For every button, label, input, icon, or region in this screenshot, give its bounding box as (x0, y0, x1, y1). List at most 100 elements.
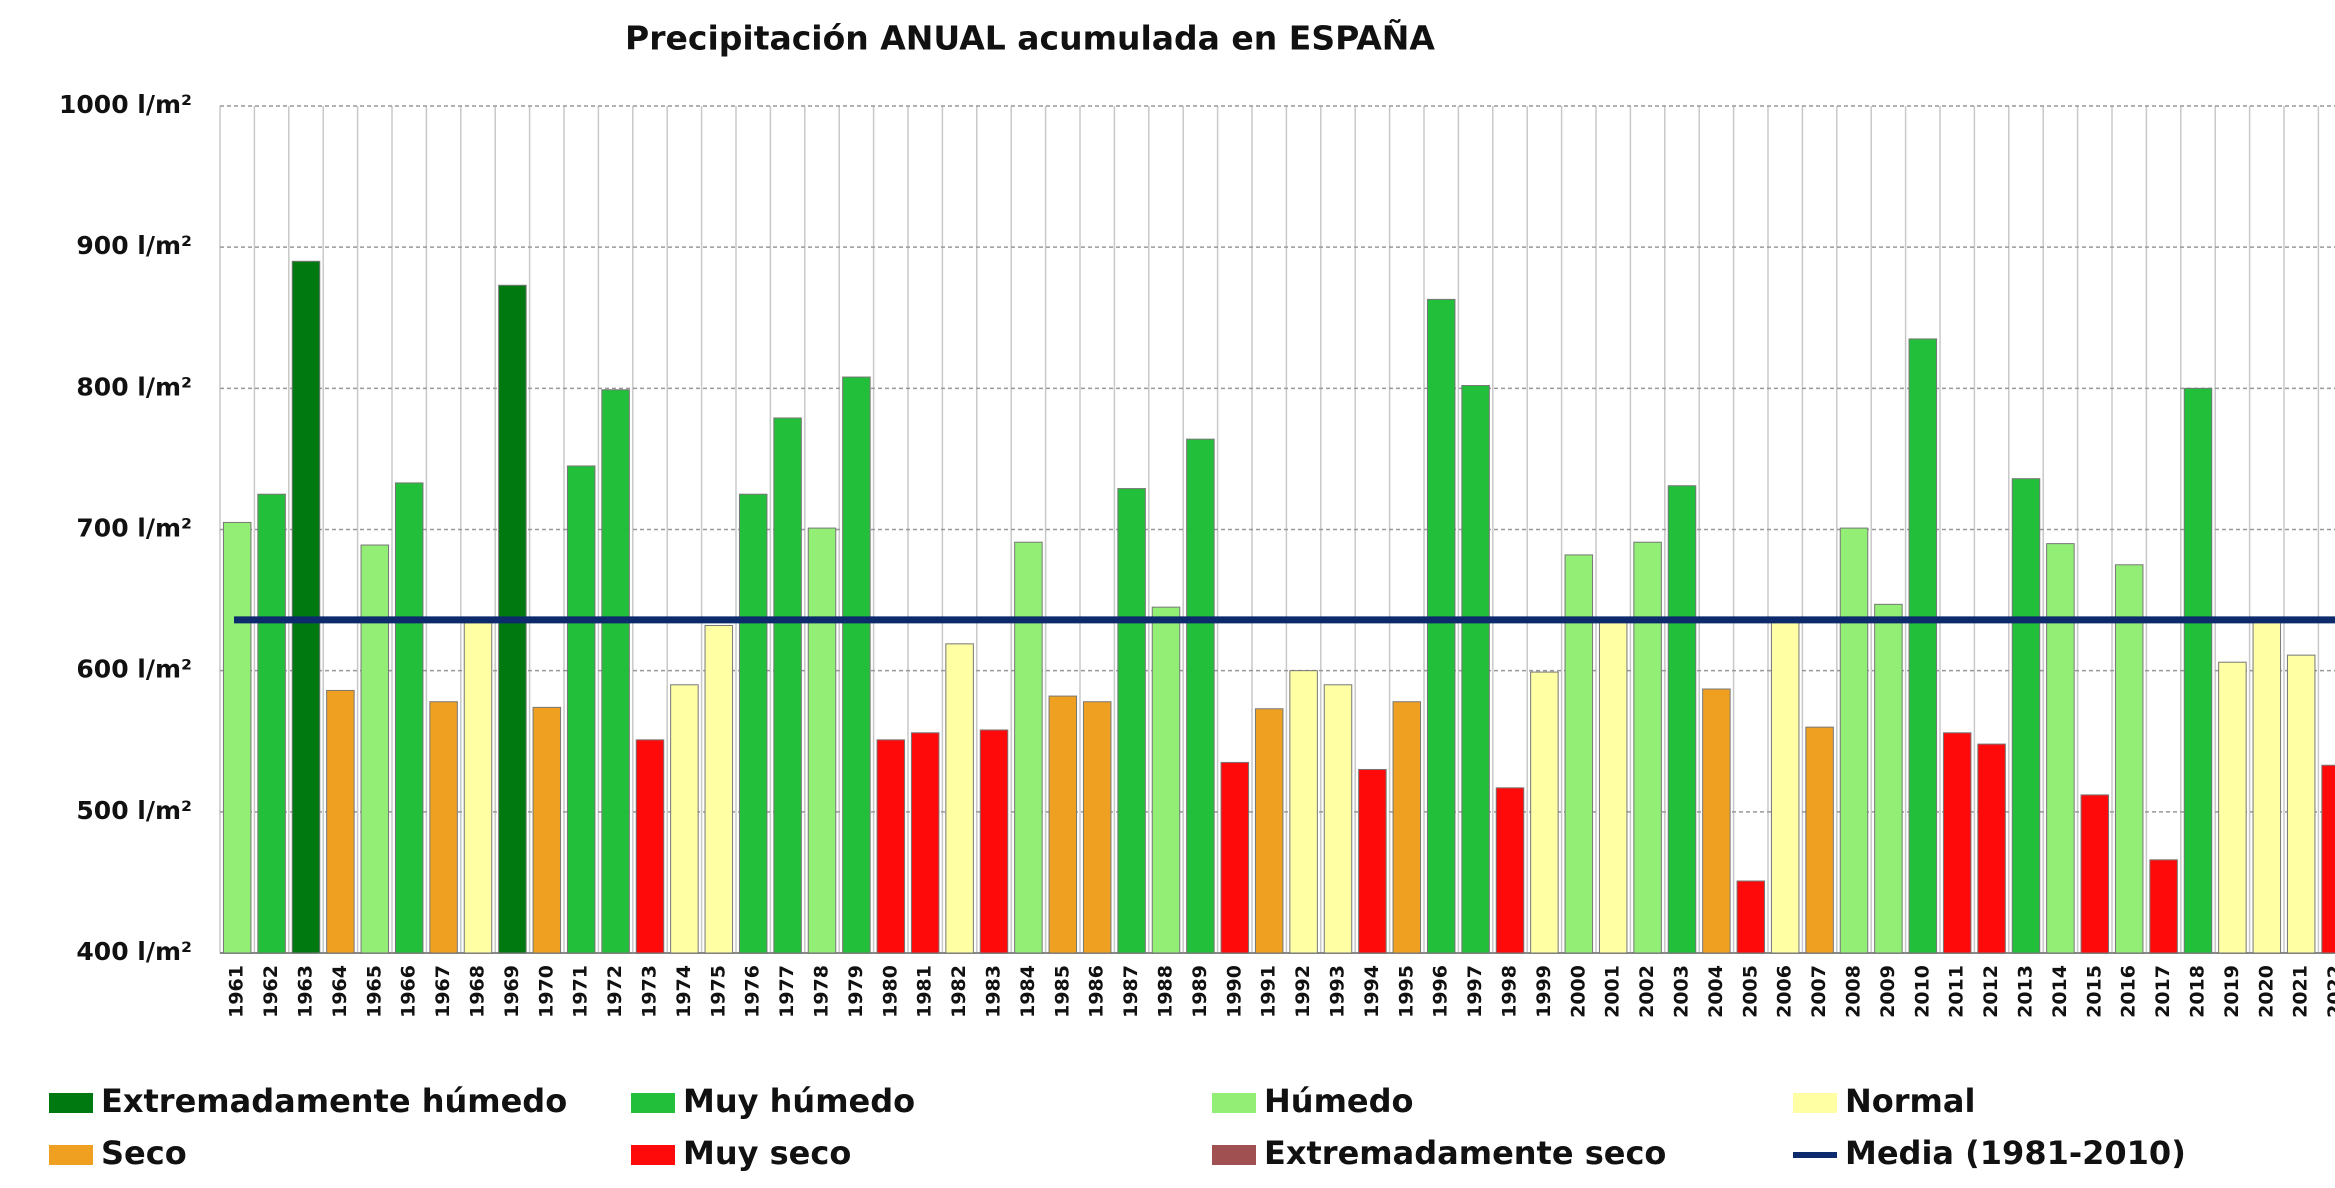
x-tick-label: 1998 (1499, 965, 1521, 1018)
x-tick-label: 1996 (1430, 965, 1452, 1018)
bar (1874, 603, 1903, 954)
x-tick-label: 1966 (398, 965, 420, 1018)
x-tick-label: 2022 (2324, 965, 2335, 1018)
bar (2218, 661, 2247, 954)
x-tick-label: 1984 (1017, 965, 1039, 1018)
bar (1530, 671, 1559, 954)
x-tick-label: 2008 (1843, 965, 1865, 1018)
x-tick-label: 1963 (295, 965, 317, 1018)
bar (1839, 527, 1869, 954)
legend-label: Muy húmedo (683, 1082, 915, 1120)
bar (635, 739, 665, 954)
x-tick-label: 1991 (1258, 965, 1280, 1018)
legend-label: Media (1981-2010) (1845, 1134, 2186, 1172)
bar (979, 729, 1009, 954)
bar (1392, 701, 1422, 954)
bar (1598, 617, 1628, 954)
chart-title: Precipitación ANUAL acumulada en ESPAÑA (625, 18, 1435, 58)
bar (1014, 541, 1043, 954)
bar (601, 389, 630, 954)
bar (1426, 298, 1456, 954)
bar (1358, 768, 1387, 954)
x-tick-label: 1976 (742, 965, 764, 1018)
bar (1117, 488, 1146, 954)
x-tick-label: 1981 (914, 965, 936, 1018)
x-tick-label: 1980 (879, 965, 901, 1018)
x-tick-label: 1990 (1223, 965, 1245, 1018)
x-tick-label: 2006 (1774, 965, 1796, 1018)
bar (1805, 726, 1834, 954)
bar (910, 732, 940, 954)
bar (2080, 794, 2110, 954)
y-tick-label: 800 l/m² (76, 372, 192, 401)
x-tick-label: 1982 (948, 965, 970, 1018)
bar (429, 701, 458, 954)
bar (1770, 617, 1800, 954)
x-tick-label: 1999 (1533, 965, 1555, 1018)
bar (1942, 732, 1972, 954)
x-tick-label: 1987 (1120, 965, 1142, 1018)
x-tick-label: 1961 (226, 965, 248, 1018)
bar (360, 544, 390, 954)
legend-swatch (1212, 1145, 1256, 1165)
bar (945, 643, 974, 954)
x-tick-label: 1988 (1155, 965, 1177, 1018)
x-tick-label: 2012 (1980, 965, 2002, 1018)
bar (2046, 543, 2075, 954)
legend-swatch (1793, 1093, 1837, 1113)
bar (1667, 485, 1697, 954)
bar (1289, 670, 1318, 954)
bar (291, 260, 321, 954)
x-tick-label: 1974 (673, 965, 695, 1018)
x-tick-label: 2018 (2187, 965, 2209, 1018)
x-tick-label: 2010 (1911, 965, 1933, 1018)
y-tick-label: 1000 l/m² (59, 90, 192, 119)
x-tick-label: 2009 (1877, 965, 1899, 1018)
bar (738, 493, 768, 954)
x-tick-label: 1989 (1189, 965, 1211, 1018)
bar (807, 527, 837, 954)
bar (1736, 880, 1766, 954)
legend-swatch (1212, 1093, 1256, 1113)
x-tick-label: 1992 (1292, 965, 1314, 1018)
bar (1323, 684, 1353, 954)
legend-label: Extremadamente húmedo (101, 1082, 567, 1120)
x-tick-label: 1969 (501, 965, 523, 1018)
x-tick-label: 1978 (811, 965, 833, 1018)
bar (2011, 478, 2041, 954)
bar (2149, 859, 2178, 954)
bar (1702, 688, 1731, 954)
bar (1564, 554, 1594, 954)
bar (1977, 743, 2006, 954)
legend-label: Normal (1845, 1082, 1975, 1120)
bar (257, 493, 286, 954)
bar (2321, 764, 2335, 954)
x-tick-label: 1965 (363, 965, 385, 1018)
legend-label: Húmedo (1264, 1082, 1414, 1120)
x-tick-label: 1993 (1327, 965, 1349, 1018)
x-tick-label: 1985 (1051, 965, 1073, 1018)
x-tick-label: 1973 (639, 965, 661, 1018)
y-tick-label: 500 l/m² (76, 796, 192, 825)
bar (463, 622, 493, 954)
bar (1461, 385, 1490, 954)
bar (1082, 701, 1112, 954)
x-tick-label: 2005 (1739, 965, 1761, 1018)
bar (2286, 654, 2316, 954)
x-tick-label: 1971 (570, 965, 592, 1018)
x-tick-label: 2000 (1567, 965, 1589, 1018)
bar (773, 417, 802, 954)
bar (670, 684, 699, 954)
bar (1908, 338, 1938, 954)
x-tick-label: 1970 (535, 965, 557, 1018)
bar (566, 465, 596, 954)
bar (2252, 617, 2282, 954)
bar (1151, 606, 1181, 954)
x-tick-label: 2001 (1602, 965, 1624, 1018)
legend-swatch (631, 1093, 675, 1113)
x-tick-label: 2014 (2049, 965, 2071, 1018)
x-tick-label: 1979 (845, 965, 867, 1018)
x-tick-label: 1977 (776, 965, 798, 1018)
bar (1186, 438, 1215, 954)
